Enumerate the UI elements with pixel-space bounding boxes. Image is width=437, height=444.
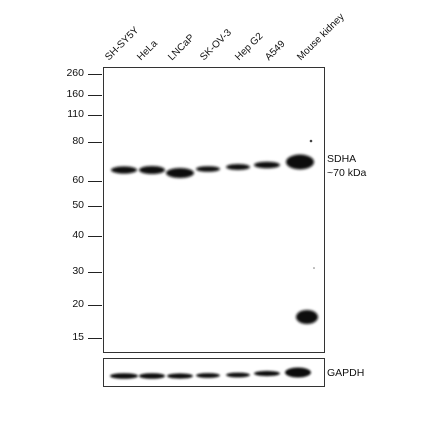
marker-label-50: 50: [72, 199, 84, 211]
lane-label-a549: A549: [263, 38, 288, 63]
main-blot-image: [111, 139, 318, 324]
marker-tick-20: [88, 305, 102, 306]
band-sdha-mouse-kidney: [286, 154, 314, 170]
marker-label-30: 30: [72, 265, 84, 277]
band-sdha-hela: [139, 166, 165, 174]
marker-tick-160: [88, 95, 102, 96]
marker-label-60: 60: [72, 174, 84, 186]
marker-tick-30: [88, 272, 102, 273]
loading-control-image: [110, 367, 311, 379]
marker-label-160: 160: [66, 88, 84, 100]
marker-label-260: 260: [66, 67, 84, 79]
blot-speck-mid: [313, 267, 315, 269]
lane-label-lncap: LNCaP: [166, 32, 197, 63]
target-size: ~70 kDa: [327, 167, 367, 179]
target-label: SDHA ~70 kDa: [327, 152, 366, 180]
band-gapdh-hep-g2: [226, 372, 250, 378]
marker-label-80: 80: [72, 135, 84, 147]
marker-label-20: 20: [72, 298, 84, 310]
band-sdha-sh-sy5y: [111, 166, 137, 174]
band-gapdh-sk-ov-3: [196, 373, 220, 378]
band-gapdh-sh-sy5y: [110, 373, 138, 379]
marker-tick-110: [88, 115, 102, 116]
loading-control-panel: [103, 358, 325, 387]
band-gapdh-a549: [254, 370, 280, 377]
band-gapdh-lncap: [167, 373, 193, 379]
band-sdha-sk-ov-3: [196, 166, 220, 172]
marker-tick-40: [88, 236, 102, 237]
marker-tick-80: [88, 142, 102, 143]
band-gapdh-mouse-kidney: [285, 367, 311, 378]
band-sdha-lncap: [166, 168, 194, 178]
marker-tick-260: [88, 74, 102, 75]
lane-label-hela: HeLa: [135, 38, 160, 63]
lane-label-hep-g2: Hep G2: [233, 30, 266, 63]
lane-label-mouse-kidney: Mouse kidney: [295, 11, 347, 64]
target-name: SDHA: [327, 153, 357, 165]
marker-tick-50: [88, 206, 102, 207]
blot-speck-top: [309, 139, 313, 143]
main-blot-panel: [103, 67, 325, 353]
band-sdha-hep-g2: [226, 164, 250, 170]
marker-tick-60: [88, 181, 102, 182]
marker-label-15: 15: [72, 331, 84, 343]
band-gapdh-hela: [139, 373, 165, 379]
loading-control-label: GAPDH: [327, 367, 365, 379]
marker-label-110: 110: [67, 108, 84, 120]
band-extra-mouse-kidney: [296, 310, 318, 324]
lane-label-sh-sy5y: SH-SY5Y: [103, 24, 142, 63]
lane-label-sk-ov-3: SK-OV-3: [198, 27, 234, 64]
marker-tick-15: [88, 338, 102, 339]
band-sdha-a549: [254, 161, 280, 169]
marker-label-40: 40: [72, 229, 84, 241]
